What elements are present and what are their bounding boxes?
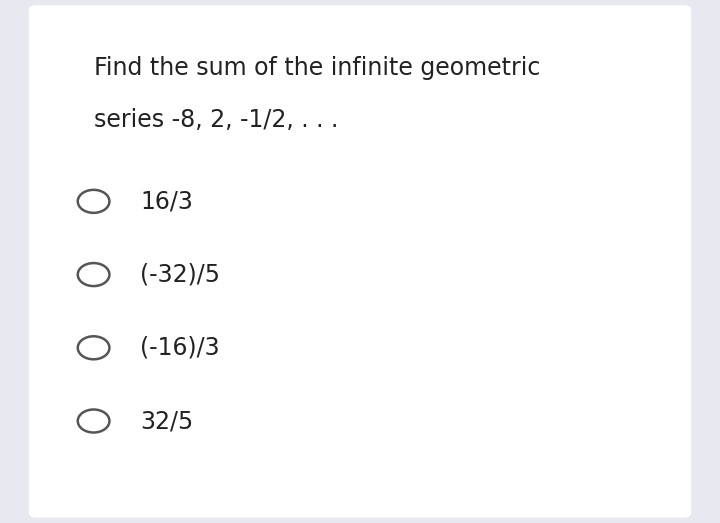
- Text: (-32)/5: (-32)/5: [140, 263, 220, 287]
- FancyBboxPatch shape: [29, 5, 691, 518]
- Text: (-16)/3: (-16)/3: [140, 336, 220, 360]
- Text: Find the sum of the infinite geometric: Find the sum of the infinite geometric: [94, 56, 540, 80]
- Text: 32/5: 32/5: [140, 409, 194, 433]
- Text: 16/3: 16/3: [140, 189, 193, 213]
- Text: series -8, 2, -1/2, . . .: series -8, 2, -1/2, . . .: [94, 108, 338, 132]
